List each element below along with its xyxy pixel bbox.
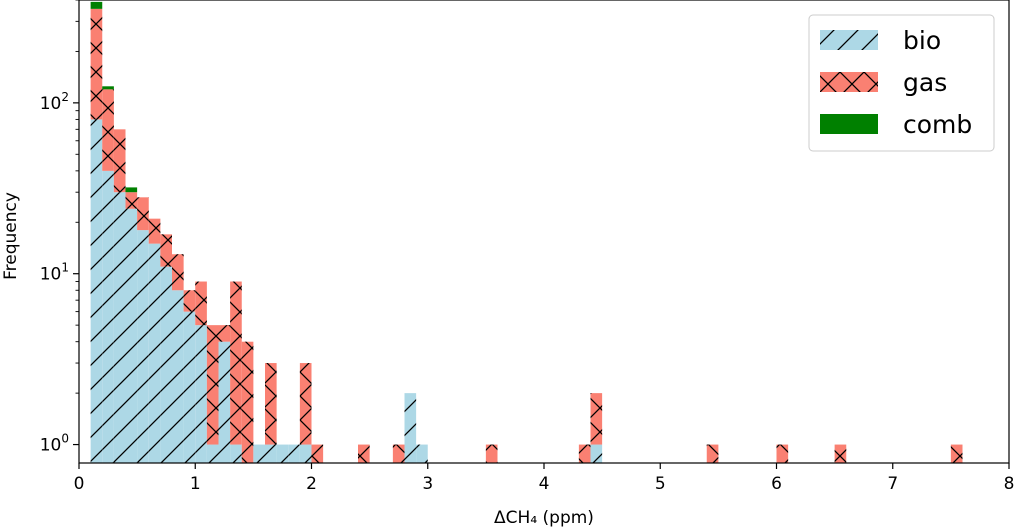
bar-gas-hatch (102, 89, 114, 171)
bar-gas-hatch (265, 363, 277, 445)
bar-gas-hatch (590, 393, 603, 445)
bar-gas-hatch (137, 197, 149, 231)
x-tick-label: 7 (887, 474, 898, 494)
legend-swatch-gas-hatch (820, 72, 878, 92)
y-tick-label: 101 (40, 261, 69, 285)
bar-gas-hatch (148, 218, 161, 244)
bar-gas-hatch (230, 281, 242, 445)
legend-swatch-bio-hatch (820, 30, 878, 50)
bar-bio-hatch (160, 266, 172, 463)
bar-gas-hatch (950, 444, 963, 463)
bar-bio-hatch (148, 243, 161, 463)
bar-gas-hatch (241, 341, 254, 463)
bar-gas-hatch (183, 290, 196, 312)
x-tick-label: 0 (74, 474, 85, 494)
bar-bio-hatch (113, 192, 126, 463)
bar-gas-hatch (578, 444, 591, 463)
bar-gas-hatch (218, 325, 231, 342)
bar-bio-hatch (183, 311, 196, 463)
bar-bio-hatch (276, 444, 289, 463)
legend-swatch-comb (820, 114, 878, 134)
bar-bio-hatch (299, 444, 312, 463)
bar-bio-hatch (102, 170, 114, 463)
x-tick-label: 5 (655, 474, 666, 494)
bar-bio-hatch (288, 444, 300, 463)
bar-gas-hatch (358, 444, 370, 463)
bars-layer (90, 1, 963, 463)
bar-bio-hatch (195, 325, 207, 463)
y-tick-label: 102 (40, 90, 69, 114)
bar-gas-hatch (834, 444, 847, 463)
bar-gas-hatch (206, 325, 219, 445)
bar-bio-hatch (404, 393, 417, 463)
bar-comb (125, 187, 138, 193)
bar-comb (90, 1, 103, 9)
bar-gas-hatch (113, 129, 126, 193)
bar-comb (102, 86, 114, 90)
bar-bio-hatch (90, 119, 103, 463)
legend-label-gas: gas (903, 68, 947, 97)
x-axis: 0 1 2 3 4 5 6 7 8 (74, 463, 1015, 494)
bar-gas-hatch (392, 444, 405, 463)
y-axis-label: Frequency (1, 192, 21, 280)
x-axis-label: ΔCH₄ (ppm) (494, 508, 594, 527)
bar-gas-hatch (195, 281, 207, 326)
x-tick-label: 2 (306, 474, 317, 494)
x-tick-label: 6 (771, 474, 782, 494)
bar-bio-hatch (206, 444, 219, 463)
bar-bio-hatch (265, 444, 277, 463)
x-tick-label: 3 (422, 474, 433, 494)
bar-bio-hatch (416, 444, 428, 463)
legend-label-comb: comb (903, 110, 972, 139)
bar-gas-hatch (706, 444, 719, 463)
bar-gas-hatch (160, 234, 172, 267)
bar-bio-hatch (253, 444, 265, 463)
bar-gas-hatch (125, 192, 138, 209)
bar-gas-hatch (90, 8, 103, 120)
bar-gas-hatch (485, 444, 498, 463)
bar-bio-hatch (590, 444, 603, 463)
bar-bio-hatch (218, 341, 231, 463)
bar-gas-hatch (311, 444, 324, 463)
bar-bio-hatch (172, 290, 184, 463)
x-tick-label: 8 (1004, 474, 1015, 494)
legend-label-bio: bio (903, 26, 941, 55)
bar-gas-hatch (299, 363, 312, 445)
bar-bio-hatch (125, 208, 138, 463)
bar-gas-hatch (172, 254, 184, 291)
bar-gas-hatch (776, 444, 789, 463)
y-axis: 100 101 102 (40, 0, 79, 456)
y-tick-label: 100 (40, 432, 69, 456)
bar-bio-hatch (230, 444, 242, 463)
x-tick-label: 4 (539, 474, 550, 494)
x-tick-label: 1 (190, 474, 201, 494)
bar-bio-hatch (137, 230, 149, 463)
legend: bio gas comb (808, 14, 995, 152)
